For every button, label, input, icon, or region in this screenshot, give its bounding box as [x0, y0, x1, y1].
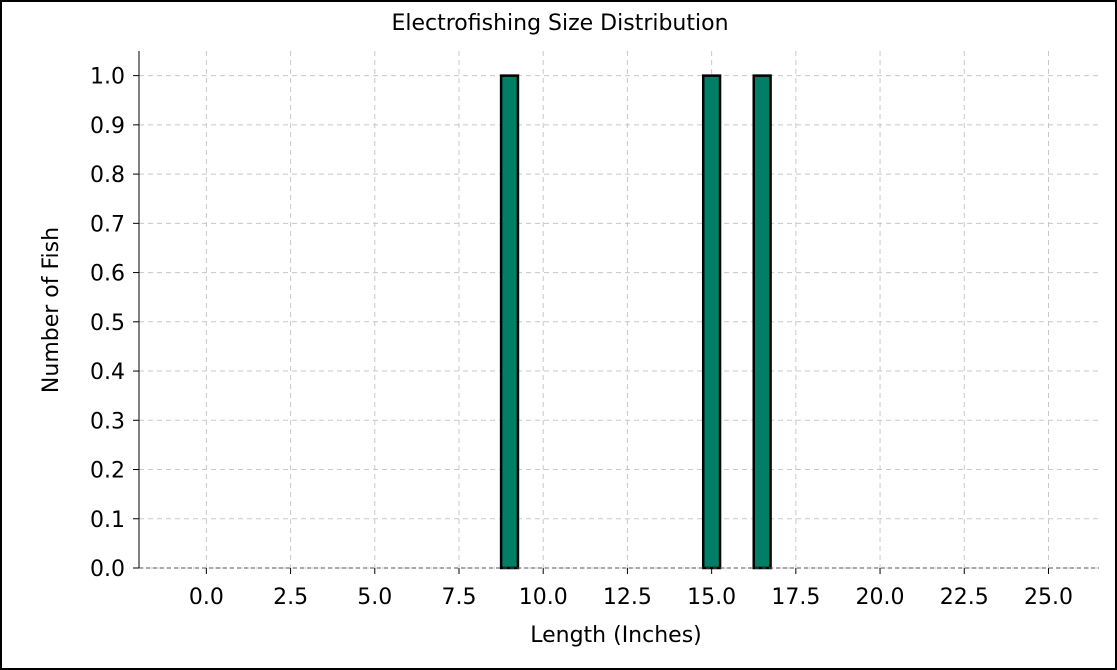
y-tick-label: 0.3	[90, 409, 125, 434]
y-axis-label: Number of Fish	[39, 227, 64, 393]
x-tick-label: 5.0	[357, 585, 392, 610]
y-tick-label: 0.9	[90, 114, 125, 139]
x-tick-label: 0.0	[189, 585, 224, 610]
chart-title: Electrofishing Size Distribution	[391, 11, 728, 36]
y-tick-label: 0.6	[90, 262, 125, 287]
x-tick-label: 10.0	[519, 585, 568, 610]
y-tick-label: 0.0	[90, 557, 125, 582]
y-tick-label: 0.8	[90, 163, 125, 188]
y-tick-label: 0.5	[90, 311, 125, 336]
x-tick-label: 25.0	[1024, 585, 1073, 610]
grid-layer	[139, 51, 1099, 569]
x-tick-label: 7.5	[442, 585, 477, 610]
bar	[701, 74, 722, 570]
x-tick-label: 2.5	[273, 585, 308, 610]
y-tick-label: 0.1	[90, 508, 125, 533]
y-tick-label: 0.4	[90, 360, 125, 385]
bar	[752, 74, 772, 570]
x-tick-label: 22.5	[940, 585, 989, 610]
x-tick-label: 17.5	[771, 585, 820, 610]
y-tick-label: 0.7	[90, 212, 125, 237]
y-tick-label: 1.0	[90, 65, 125, 90]
axes-layer: 0.0 0.1 0.2 0.3 0.4 0.5 0.6 0.7 0.8 0.9 1.0 0.0 2.5 5…	[90, 51, 1099, 610]
x-tick-label: 20.0	[856, 585, 905, 610]
bar	[499, 74, 520, 570]
y-tick-label: 0.2	[90, 459, 125, 484]
x-tick-label: 12.5	[603, 585, 652, 610]
x-tick-label: 15.0	[687, 585, 736, 610]
x-axis-label: Length (Inches)	[530, 623, 702, 648]
